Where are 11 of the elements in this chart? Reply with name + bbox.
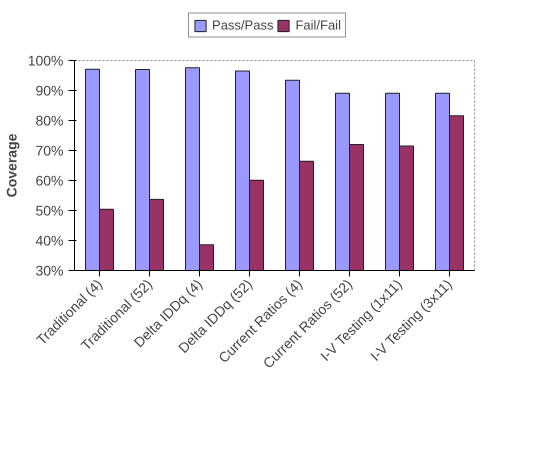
y-tick-label: 90% bbox=[35, 82, 64, 98]
legend-label: Fail/Fail bbox=[295, 18, 341, 32]
y-axis-title: Coverage bbox=[4, 133, 20, 198]
y-tick-label: 100% bbox=[28, 52, 64, 68]
y-tick-label: 40% bbox=[35, 232, 64, 248]
y-tick-label: 30% bbox=[35, 262, 64, 278]
y-tick-label: 80% bbox=[35, 112, 64, 128]
y-tick-label: 70% bbox=[35, 142, 64, 158]
legend-label: Pass/Pass bbox=[212, 18, 274, 32]
y-tick-label: 60% bbox=[35, 172, 64, 188]
y-tick-label: 50% bbox=[35, 202, 64, 218]
